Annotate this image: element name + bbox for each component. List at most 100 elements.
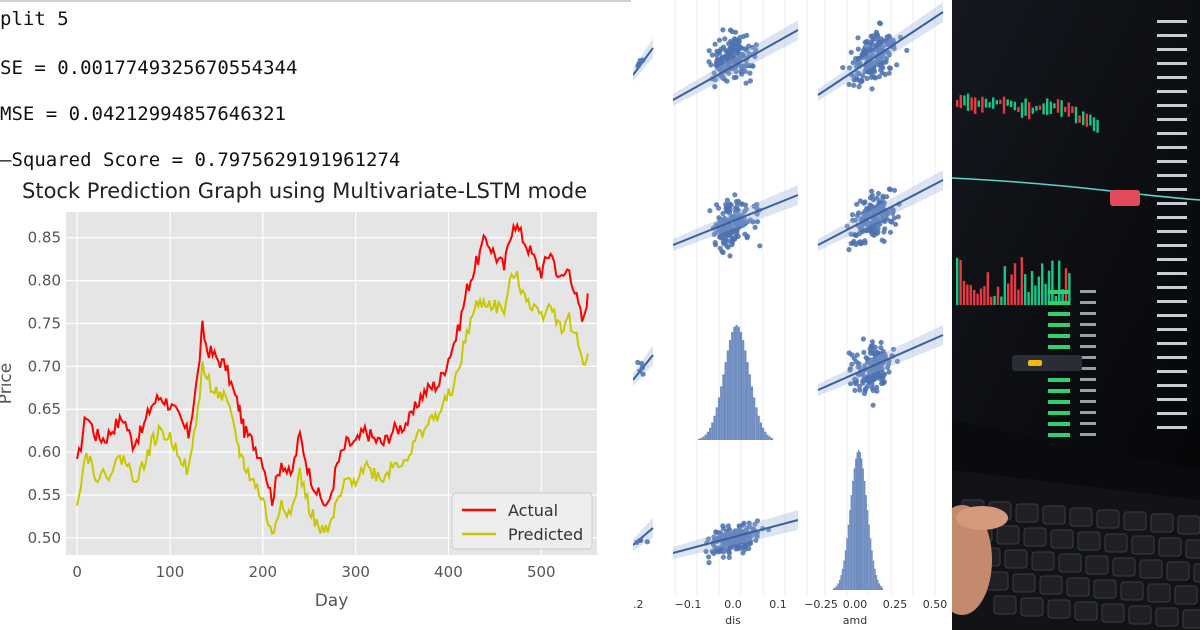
scatter-point bbox=[855, 35, 861, 41]
scatter-point bbox=[721, 549, 727, 555]
scatter-point bbox=[862, 238, 868, 244]
order-row-size bbox=[1080, 367, 1096, 370]
laptop-screen bbox=[952, 0, 1200, 470]
scatter-point bbox=[877, 199, 883, 205]
scatter-point bbox=[870, 402, 876, 408]
order-row bbox=[1048, 433, 1070, 437]
price-ladder-row bbox=[1157, 244, 1187, 247]
order-row-size bbox=[1080, 323, 1096, 326]
scatter-point bbox=[874, 384, 880, 390]
order-row-size bbox=[1080, 378, 1096, 381]
cell-top-border bbox=[0, 0, 632, 2]
scatter-point bbox=[866, 49, 872, 55]
scatter-point bbox=[731, 58, 737, 64]
scatter-point bbox=[634, 539, 640, 546]
y-tick-label: 0.65 bbox=[28, 400, 61, 418]
scatter-point bbox=[726, 554, 732, 561]
scatter-point bbox=[880, 203, 887, 209]
scatter-point bbox=[729, 45, 735, 51]
scatter-point bbox=[869, 86, 875, 92]
scatter-point bbox=[739, 201, 745, 207]
price-ladder-row bbox=[1157, 370, 1187, 373]
price-ladder-row bbox=[1157, 202, 1187, 205]
scatter-point bbox=[869, 203, 875, 209]
order-row bbox=[1048, 334, 1070, 338]
scatter-point bbox=[722, 240, 728, 246]
legend-label: Predicted bbox=[508, 525, 583, 544]
histogram-bar bbox=[837, 583, 839, 590]
scatter-point bbox=[869, 41, 875, 48]
keyboard-key bbox=[1123, 511, 1147, 531]
volume-bar bbox=[996, 286, 1000, 305]
scatter-point bbox=[869, 381, 875, 387]
scatter-point bbox=[724, 78, 730, 84]
candle bbox=[970, 97, 973, 111]
histogram-bar bbox=[846, 538, 848, 590]
histogram-bar bbox=[735, 325, 738, 440]
scatter-point bbox=[743, 206, 749, 212]
scatter-point bbox=[754, 219, 761, 225]
regression-line bbox=[672, 29, 799, 101]
scatter-point bbox=[849, 352, 855, 358]
x-tick-label: 0 bbox=[72, 563, 82, 581]
scatter-point bbox=[854, 213, 860, 219]
candle bbox=[1035, 105, 1038, 111]
scatter-point bbox=[752, 521, 758, 527]
order-row bbox=[1048, 290, 1070, 294]
scatter-point bbox=[733, 528, 739, 534]
scatter-point bbox=[703, 548, 709, 555]
scatter-point bbox=[865, 378, 871, 384]
scatter-point bbox=[886, 369, 892, 375]
candle bbox=[1060, 100, 1063, 117]
candle bbox=[992, 97, 995, 109]
price-ladder-row bbox=[1157, 398, 1187, 401]
x-tick-label: 200 bbox=[248, 563, 277, 581]
regression-ci-band bbox=[673, 185, 798, 251]
order-row bbox=[1048, 323, 1070, 327]
scatter-point bbox=[864, 383, 871, 389]
scatter-point bbox=[854, 352, 860, 358]
keyboard-key bbox=[1085, 555, 1109, 575]
keyboard-key bbox=[1185, 539, 1200, 559]
candle bbox=[1038, 105, 1042, 110]
price-ladder-row bbox=[1157, 258, 1187, 261]
keyboard-key bbox=[1020, 597, 1044, 617]
scatter-point bbox=[859, 78, 865, 84]
price-ladder-row bbox=[1157, 328, 1187, 331]
scatter-point bbox=[871, 67, 877, 73]
price-ladder-row bbox=[1157, 20, 1187, 23]
y-tick-label: 0.85 bbox=[28, 229, 61, 247]
histogram-bar bbox=[869, 538, 872, 590]
scatter-point bbox=[712, 536, 718, 542]
scatter-point bbox=[722, 36, 728, 42]
volume-bar bbox=[1054, 295, 1057, 305]
keyboard-key bbox=[1015, 503, 1039, 523]
histogram-bar bbox=[715, 407, 718, 440]
scatter-point bbox=[861, 47, 867, 54]
scatter-point bbox=[859, 223, 865, 229]
scatter-point bbox=[644, 539, 650, 545]
candle bbox=[984, 98, 988, 108]
volume-bar bbox=[1003, 266, 1006, 305]
histogram-bar bbox=[878, 583, 881, 590]
scatter-point bbox=[733, 74, 739, 80]
regression-ci-band bbox=[818, 170, 943, 251]
price-ladder-row bbox=[1157, 230, 1187, 233]
regression-line bbox=[817, 334, 944, 391]
volume-bar bbox=[1068, 273, 1071, 305]
chart-title: Stock Prediction Graph using Multivariat… bbox=[22, 179, 588, 203]
candle bbox=[1042, 103, 1045, 115]
candle bbox=[1049, 101, 1052, 114]
histogram-bar bbox=[847, 524, 850, 590]
order-row-size bbox=[1080, 356, 1096, 359]
histogram-bar bbox=[724, 362, 727, 440]
scatter-point bbox=[727, 207, 733, 213]
keyboard-key bbox=[1077, 531, 1101, 551]
scatter-point bbox=[739, 51, 746, 57]
keyboard-key bbox=[996, 525, 1020, 545]
pairplot-grid: .2 −0.1 0.0 0.1 −0.25 0.00 0.25 0.50 dis amd bbox=[633, 0, 952, 627]
histogram-bar bbox=[764, 431, 767, 440]
histogram-bar bbox=[858, 450, 860, 590]
price-ladder-row bbox=[1157, 132, 1187, 135]
order-row-size bbox=[1080, 345, 1096, 348]
